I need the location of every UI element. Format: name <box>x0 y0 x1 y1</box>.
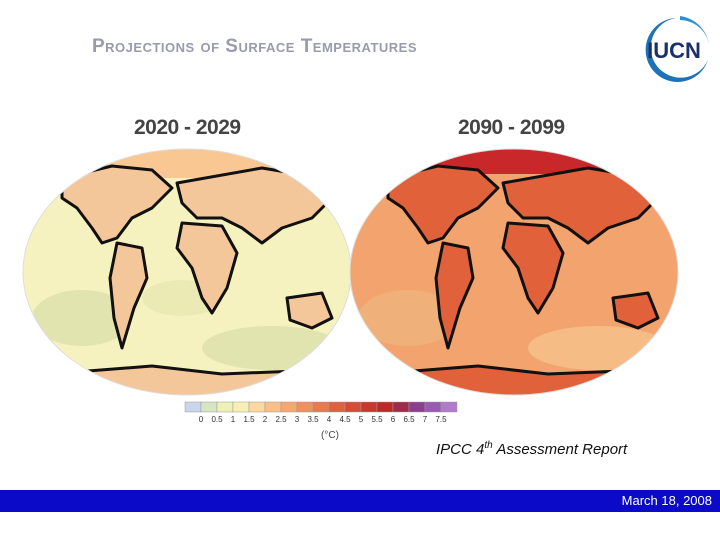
legend-tick-label: 0.5 <box>211 415 223 424</box>
legend-tick-label: 1.5 <box>243 415 255 424</box>
slide-title: Projections of Surface Temperatures <box>92 36 418 57</box>
legend-tick-label: 3 <box>295 415 300 424</box>
legend-swatch <box>376 401 394 413</box>
legend-tick-label: 1 <box>231 415 236 424</box>
legend-swatch <box>408 401 426 413</box>
footer-bar: March 18, 2008 <box>0 490 720 512</box>
footer-date: March 18, 2008 <box>621 493 712 508</box>
legend-tick-label: 0 <box>199 415 204 424</box>
temperature-map-2090-2099 <box>349 148 679 396</box>
legend-swatch <box>424 401 442 413</box>
legend-swatch <box>360 401 378 413</box>
legend-swatch <box>248 401 266 413</box>
source-superscript: th <box>484 440 493 451</box>
legend-unit-label: (°C) <box>321 430 339 441</box>
legend-swatch <box>216 401 234 413</box>
legend-swatch <box>184 401 202 413</box>
legend-swatch <box>344 401 362 413</box>
legend-swatch <box>280 401 298 413</box>
legend-tick-label: 5.5 <box>371 415 383 424</box>
source-citation: IPCC 4th Assessment Report <box>436 440 627 458</box>
legend-tick-label: 2.5 <box>275 415 287 424</box>
legend-swatch <box>440 401 458 413</box>
legend-swatch <box>296 401 314 413</box>
legend-tick-label: 2 <box>263 415 268 424</box>
legend-tick-label: 6 <box>391 415 396 424</box>
source-suffix: Assessment Report <box>492 441 628 458</box>
legend-tick-label: 4 <box>327 415 332 424</box>
legend-tick-label: 5 <box>359 415 364 424</box>
source-prefix: IPCC 4 <box>436 441 485 458</box>
temperature-legend: 0 0.5 1 1.5 2 2.5 3 3.5 4 4.5 5 5.5 6 6.5 7 7.5 (°C) <box>184 401 458 441</box>
map-period-label-1: 2020 - 2029 <box>134 116 241 139</box>
legend-swatch <box>392 401 410 413</box>
iucn-logo: IUCN <box>645 16 709 82</box>
temperature-map-2020-2029 <box>22 148 352 396</box>
legend-tick-label: 3.5 <box>307 415 319 424</box>
map-period-label-2: 2090 - 2099 <box>458 116 565 139</box>
logo-text: IUCN <box>647 38 701 63</box>
legend-swatch <box>328 401 346 413</box>
legend-tick-label: 7 <box>423 415 428 424</box>
legend-tick-label: 4.5 <box>339 415 351 424</box>
legend-swatch <box>200 401 218 413</box>
legend-swatch <box>312 401 330 413</box>
legend-tick-label: 7.5 <box>435 415 447 424</box>
legend-swatch <box>264 401 282 413</box>
legend-tick-label: 6.5 <box>403 415 415 424</box>
legend-swatch <box>232 401 250 413</box>
